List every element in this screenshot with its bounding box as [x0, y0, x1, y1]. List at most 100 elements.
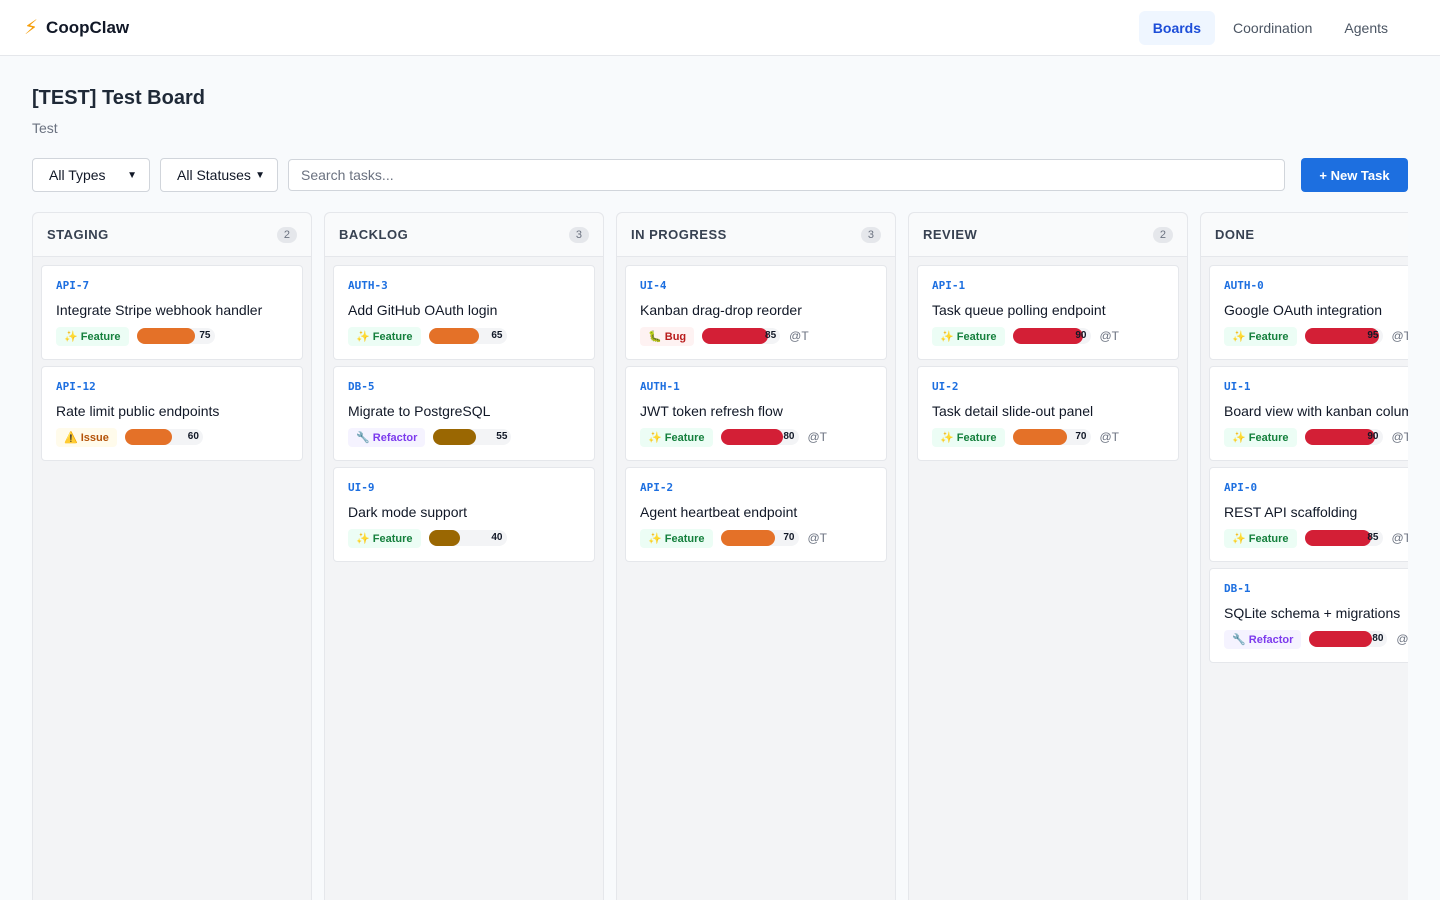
task-id: DB-1 — [1224, 582, 1251, 595]
column-header: DONE — [1201, 213, 1408, 257]
task-id: UI-4 — [640, 279, 667, 292]
task-id: API-0 — [1224, 481, 1258, 494]
priority-value: 55 — [496, 431, 508, 442]
priority-bar-fill — [1012, 328, 1083, 344]
task-meta: 🔧 Refactor 55 — [348, 427, 580, 447]
nav-coordination[interactable]: Coordination — [1233, 19, 1313, 36]
task-meta: 🐛 Bug 85 @T — [640, 326, 872, 346]
priority-bar-fill — [124, 429, 172, 445]
task-meta: ✨ Feature 65 — [348, 326, 580, 346]
priority-value: 75 — [199, 330, 211, 341]
task-card[interactable]: UI-1 Board view with kanban columns ✨ Feat… — [1209, 366, 1408, 461]
card-list: AUTH-3 Add GitHub OAuth login ✨ Feature 65 D… — [325, 257, 603, 576]
task-card[interactable]: DB-1 SQLite schema + migrations 🔧 Refactor… — [1209, 568, 1408, 663]
task-id: UI-2 — [932, 380, 959, 393]
task-card[interactable]: AUTH-0 Google OAuth integration ✨ Feature 9… — [1209, 265, 1408, 360]
priority-bar: 90 — [1012, 328, 1091, 344]
task-type-badge: ✨ Feature — [640, 528, 713, 548]
task-type-badge: ✨ Feature — [932, 326, 1005, 346]
task-id: UI-9 — [348, 481, 375, 494]
task-id: API-1 — [932, 279, 966, 292]
task-card[interactable]: UI-2 Task detail slide-out panel ✨ Feature… — [917, 366, 1179, 461]
board-title: [TEST] Test Board — [32, 87, 205, 109]
column-in-progress: IN PROGRESS 3 UI-4 Kanban drag-drop reorder… — [616, 212, 896, 900]
priority-bar-fill — [720, 429, 783, 445]
priority-bar: 40 — [428, 530, 507, 546]
priority-bar-fill — [136, 328, 195, 344]
task-title: Rate limit public endpoints — [56, 403, 220, 419]
priority-value: 70 — [1075, 431, 1087, 442]
task-type-badge: ✨ Feature — [932, 427, 1005, 447]
task-meta: ⚠️ Issue 60 — [56, 427, 288, 447]
task-title: Add GitHub OAuth login — [348, 302, 498, 318]
assignee-label: @T — [1099, 430, 1120, 444]
assignee-label: @T — [807, 531, 828, 545]
task-title: Task queue polling endpoint — [932, 302, 1106, 318]
task-card[interactable]: UI-4 Kanban drag-drop reorder 🐛 Bug 85 @T — [625, 265, 887, 360]
task-type-badge: 🔧 Refactor — [348, 427, 426, 447]
status-filter-select[interactable]: All Statuses ▼ — [160, 158, 278, 192]
task-id: API-12 — [56, 380, 96, 393]
type-filter-select[interactable]: All Types ▼ — [32, 158, 150, 192]
priority-value: 80 — [1372, 633, 1384, 644]
new-task-button[interactable]: + New Task — [1301, 158, 1408, 192]
priority-value: 65 — [491, 330, 503, 341]
assignee-label: @T — [1391, 329, 1409, 343]
task-id: API-2 — [640, 481, 674, 494]
card-list: AUTH-0 Google OAuth integration ✨ Feature 9… — [1201, 257, 1408, 677]
column-count-badge: 2 — [276, 226, 297, 243]
task-title: Board view with kanban columns — [1224, 403, 1408, 419]
priority-value: 60 — [187, 431, 199, 442]
task-type-badge: ✨ Feature — [348, 528, 421, 548]
task-title: REST API scaffolding — [1224, 504, 1358, 520]
assignee-label: @T — [807, 430, 828, 444]
priority-value: 90 — [1075, 330, 1087, 341]
task-meta: ✨ Feature 40 — [348, 528, 580, 548]
task-card[interactable]: API-0 REST API scaffolding ✨ Feature 85 @T — [1209, 467, 1408, 562]
priority-bar: 90 — [1304, 429, 1383, 445]
task-card[interactable]: AUTH-1 JWT token refresh flow ✨ Feature 80 @… — [625, 366, 887, 461]
lightning-icon: ⚡ — [24, 16, 39, 39]
priority-value: 80 — [783, 431, 795, 442]
column-staging: STAGING 2 API-7 Integrate Stripe webhook ha… — [32, 212, 312, 900]
priority-bar: 70 — [1012, 429, 1091, 445]
task-card[interactable]: DB-5 Migrate to PostgreSQL 🔧 Refactor 55 — [333, 366, 595, 461]
task-card[interactable]: UI-9 Dark mode support ✨ Feature 40 — [333, 467, 595, 562]
column-done: DONE AUTH-0 Google OAuth integration ✨ Feat… — [1200, 212, 1408, 900]
search-input[interactable] — [288, 159, 1285, 191]
column-header: STAGING 2 — [33, 213, 311, 257]
priority-bar: 55 — [433, 429, 512, 445]
brand[interactable]: ⚡ CoopClaw — [24, 18, 129, 38]
nav-boards[interactable]: Boards — [1138, 10, 1216, 45]
task-meta: ✨ Feature 70 @T — [640, 528, 872, 548]
priority-bar-fill — [1304, 429, 1375, 445]
task-type-badge: ✨ Feature — [1224, 528, 1297, 548]
assignee-label: @T — [1391, 430, 1409, 444]
priority-value: 90 — [1367, 431, 1379, 442]
assignee-label: @T — [1396, 632, 1408, 646]
priority-bar-fill — [433, 429, 477, 445]
nav-agents[interactable]: Agents — [1344, 19, 1388, 36]
priority-bar-fill — [1012, 429, 1068, 445]
top-nav-bar: ⚡ CoopClaw Boards Coordination Agents — [0, 0, 1440, 56]
task-card[interactable]: API-1 Task queue polling endpoint ✨ Featur… — [917, 265, 1179, 360]
column-count-badge: 3 — [568, 226, 589, 243]
column-header: IN PROGRESS 3 — [617, 213, 895, 257]
task-type-badge: ✨ Feature — [56, 326, 129, 346]
task-meta: ✨ Feature 80 @T — [640, 427, 872, 447]
column-title: DONE — [1215, 227, 1255, 242]
task-title: JWT token refresh flow — [640, 403, 783, 419]
task-card[interactable]: AUTH-3 Add GitHub OAuth login ✨ Feature 65 — [333, 265, 595, 360]
priority-bar-fill — [1304, 530, 1371, 546]
card-list: API-7 Integrate Stripe webhook handler ✨ F… — [33, 257, 311, 475]
column-count-badge: 2 — [1152, 226, 1173, 243]
task-meta: ✨ Feature 90 @T — [1224, 427, 1409, 447]
task-title: Kanban drag-drop reorder — [640, 302, 802, 318]
task-title: Migrate to PostgreSQL — [348, 403, 491, 419]
task-card[interactable]: API-12 Rate limit public endpoints ⚠️ Issu… — [41, 366, 303, 461]
task-card[interactable]: API-7 Integrate Stripe webhook handler ✨ F… — [41, 265, 303, 360]
priority-bar: 75 — [136, 328, 215, 344]
board-page: [TEST] Test Board Test All Types ▼ All S… — [32, 56, 1408, 900]
priority-bar-fill — [1309, 631, 1372, 647]
task-card[interactable]: API-2 Agent heartbeat endpoint ✨ Feature 70… — [625, 467, 887, 562]
